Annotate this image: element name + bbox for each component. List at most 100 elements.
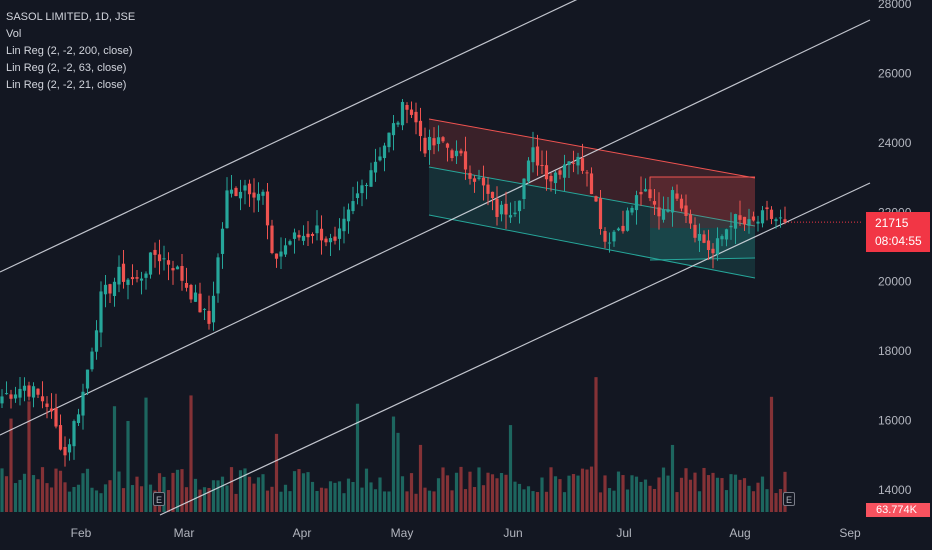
- volume-bar: [756, 482, 760, 512]
- last-price-badge: 21715 08:04:55: [866, 212, 930, 252]
- candle-body: [774, 219, 778, 222]
- volume-bar: [612, 490, 616, 512]
- legend-linreg-200[interactable]: Lin Reg (2, -2, 200, close): [6, 45, 133, 57]
- earnings-marker-icon[interactable]: E: [783, 492, 795, 506]
- volume-bar: [373, 489, 378, 512]
- volume-bar: [715, 477, 720, 512]
- candle-body: [171, 268, 175, 271]
- band-lower-line: [428, 214, 756, 279]
- volume-bar: [256, 477, 261, 512]
- candle-body: [40, 396, 45, 402]
- volume-bar: [576, 475, 580, 512]
- candle-body: [472, 178, 477, 182]
- volume-bar: [693, 472, 697, 512]
- candle-body: [756, 221, 760, 224]
- candle-body: [189, 284, 193, 300]
- time-tick-label: Mar: [174, 526, 195, 540]
- volume-bar: [562, 492, 567, 512]
- candle-body: [153, 249, 157, 255]
- candle-body: [9, 394, 13, 399]
- candle-body: [648, 189, 652, 199]
- volume-bar: [121, 488, 126, 512]
- volume-bar: [436, 478, 441, 512]
- legend-volume[interactable]: Vol: [6, 28, 22, 40]
- volume-bar: [684, 468, 688, 512]
- volume-bar: [481, 485, 486, 512]
- volume-bar: [432, 491, 436, 512]
- volume-bar: [585, 469, 589, 512]
- earnings-marker-icon[interactable]: E: [153, 492, 165, 506]
- volume-bar: [558, 479, 562, 512]
- legend-linreg-21[interactable]: Lin Reg (2, -2, 21, close): [6, 79, 127, 91]
- channel-line: [0, 0, 578, 273]
- time-tick-label: Sep: [839, 526, 861, 540]
- channel-line: [159, 182, 871, 516]
- band21-lower-fill: [650, 228, 755, 260]
- volume-bar: [418, 444, 423, 512]
- candle-body: [238, 191, 243, 199]
- candle-body: [31, 386, 36, 398]
- volume-bar: [139, 486, 144, 512]
- candle-body: [373, 161, 378, 173]
- candle-body: [324, 238, 328, 243]
- candle-body: [400, 101, 405, 126]
- volume-bar: [652, 488, 657, 512]
- price-tick-label: 24000: [878, 136, 912, 150]
- price-tick-label: 14000: [878, 483, 912, 497]
- volume-bar: [369, 482, 373, 512]
- candle-body: [765, 207, 769, 210]
- volume-bar: [310, 481, 315, 512]
- time-tick-label: Apr: [293, 526, 312, 540]
- volume-bar: [472, 487, 477, 512]
- candle-body: [108, 284, 112, 294]
- candle-body: [346, 209, 351, 222]
- channel-line: [0, 19, 871, 436]
- candle-body: [99, 291, 103, 333]
- volume-bar: [495, 478, 499, 512]
- legend-symbol[interactable]: SASOL LIMITED, 1D, JSE: [6, 11, 136, 23]
- candle-body: [234, 187, 238, 197]
- legend-linreg-63[interactable]: Lin Reg (2, -2, 63, close): [6, 62, 127, 74]
- volume-bar: [315, 491, 319, 512]
- volume-bar: [328, 481, 333, 512]
- volume-bar: [234, 493, 238, 512]
- candle-body: [459, 150, 463, 154]
- volume-bar: [355, 403, 360, 512]
- volume-bar: [783, 471, 787, 512]
- candle-body: [738, 215, 742, 220]
- volume-bar: [391, 416, 396, 512]
- volume-bar: [396, 432, 400, 512]
- volume-bar: [216, 480, 220, 512]
- band-upper-line: [428, 118, 756, 179]
- candle-body: [328, 238, 333, 243]
- candle-body: [553, 172, 558, 184]
- candle-body: [747, 219, 751, 226]
- candle-body: [517, 200, 522, 212]
- candle-body: [211, 295, 216, 323]
- volume-bar: [711, 472, 715, 512]
- volume-bar: [598, 492, 603, 512]
- time-axis: Feb Mar Apr May Jun Jul Aug Sep: [71, 526, 861, 540]
- candle-body: [382, 145, 387, 159]
- volume-bar: [414, 493, 418, 512]
- volume-bar: [535, 492, 540, 512]
- volume-bar: [72, 486, 76, 512]
- volume-bar: [409, 473, 414, 512]
- candle-body: [184, 282, 189, 288]
- candle-body: [567, 161, 571, 165]
- candle-body: [513, 212, 517, 215]
- candle-body: [103, 284, 108, 295]
- candle-body: [391, 123, 396, 136]
- candle-body: [670, 190, 675, 213]
- volume-bar: [553, 476, 558, 512]
- candle-body: [261, 191, 265, 196]
- volume-bar: [117, 471, 121, 512]
- volume-bar: [454, 472, 459, 512]
- candle-body: [144, 273, 148, 278]
- volume-bar: [666, 475, 670, 512]
- volume-bar: [288, 491, 292, 512]
- candle-body: [315, 225, 319, 234]
- candle-body: [45, 403, 49, 407]
